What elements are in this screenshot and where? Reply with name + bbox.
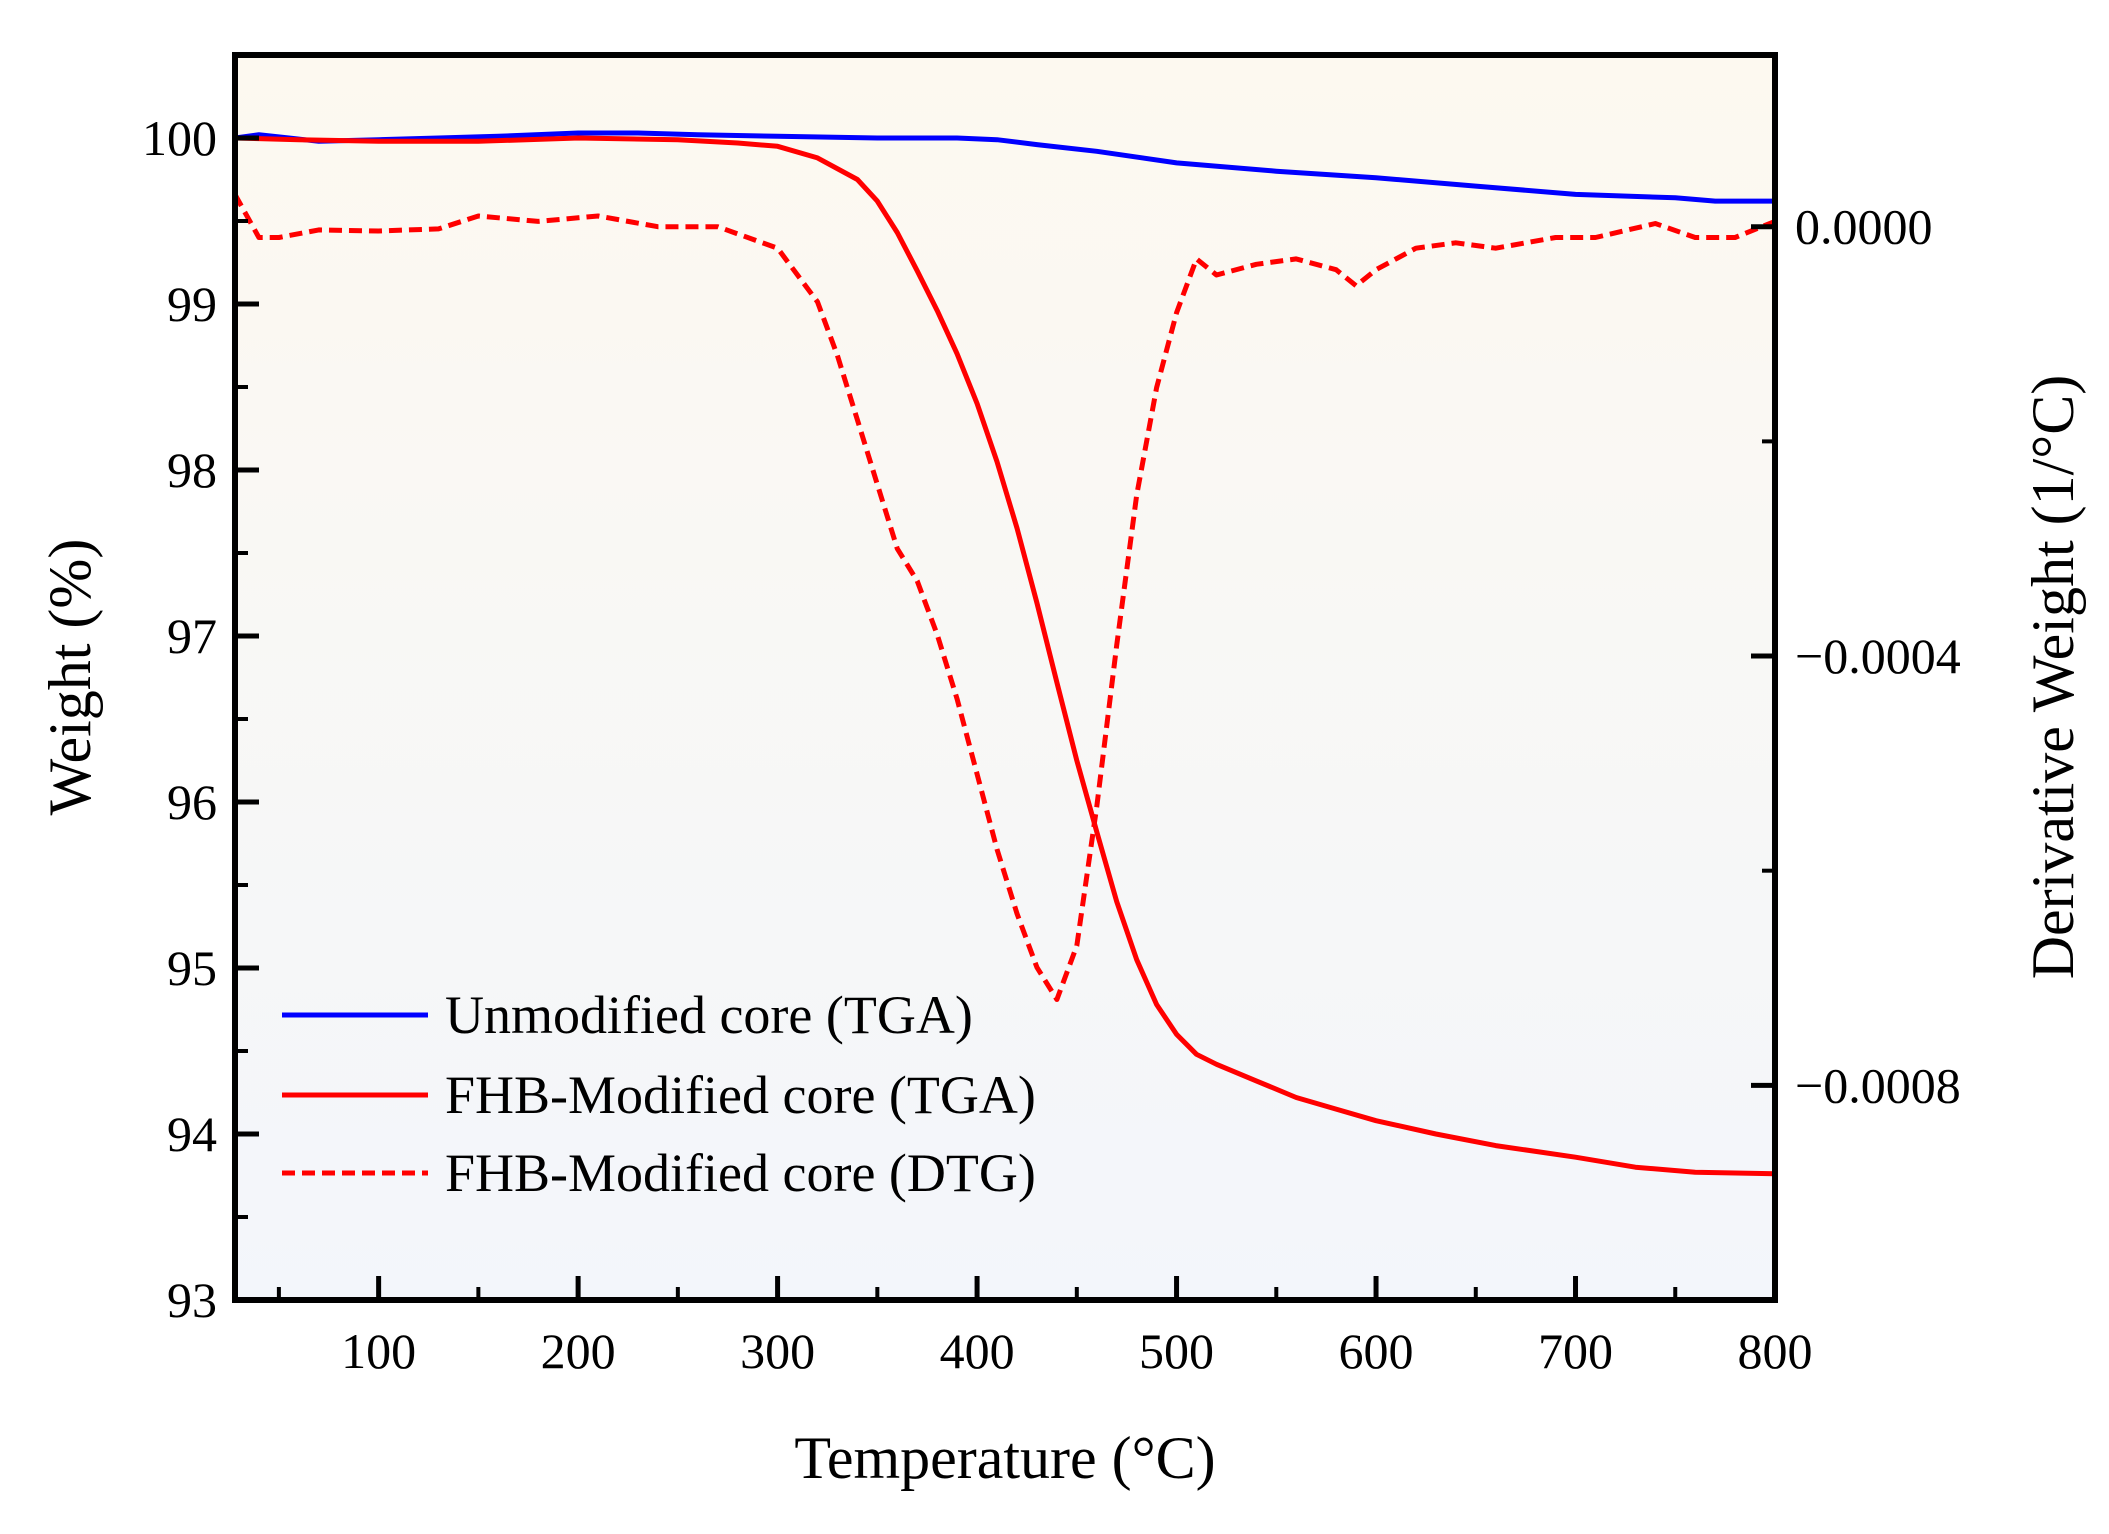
x-tick-label: 400 <box>940 1323 1015 1379</box>
series-line-2 <box>235 135 1775 1177</box>
y-tick-label: 98 <box>167 442 217 498</box>
y-tick-label: 99 <box>167 276 217 332</box>
x-axis-title: Temperature (°C) <box>794 1425 1215 1491</box>
legend-label-1: Unmodified core (TGA) <box>445 985 973 1045</box>
y-tick-labels: 93 94 95 96 97 98 99 100 <box>142 110 217 1328</box>
y2-axis-title: Derivative Weight (1/°C) <box>2020 375 2086 980</box>
legend-label-3: FHB-Modified core (DTG) <box>445 1143 1036 1203</box>
x-tick-label: 500 <box>1139 1323 1214 1379</box>
plot-frame <box>232 52 1778 1303</box>
y-tick-label: 97 <box>167 608 217 664</box>
plot-background <box>235 55 1775 1300</box>
x-tick-label: 800 <box>1738 1323 1813 1379</box>
y2-tick-label: −0.0004 <box>1795 628 1961 684</box>
series-layer <box>235 130 1775 1177</box>
x-tick-labels: 100 200 300 400 500 600 700 800 <box>341 1323 1812 1379</box>
y-tick-label: 100 <box>142 110 217 166</box>
legend: Unmodified core (TGA) FHB-Modified core (… <box>282 985 1036 1203</box>
legend-label-2: FHB-Modified core (TGA) <box>445 1065 1036 1125</box>
y-tick-label: 93 <box>167 1272 217 1328</box>
series-line-3 <box>235 193 1775 1002</box>
y-tick-label: 96 <box>167 774 217 830</box>
y2-tick-labels: 0.0000 −0.0004 −0.0008 <box>1795 199 1961 1114</box>
y-tick-label: 94 <box>167 1106 217 1162</box>
x-tick-label: 200 <box>541 1323 616 1379</box>
x-tick-label: 600 <box>1339 1323 1414 1379</box>
x-tick-label: 700 <box>1538 1323 1613 1379</box>
y-axis-title: Weight (%) <box>37 539 103 816</box>
y-tick-label: 95 <box>167 940 217 996</box>
y2-tick-label: −0.0008 <box>1795 1057 1961 1113</box>
y2-tick-label: 0.0000 <box>1795 199 1933 255</box>
x-tick-label: 300 <box>740 1323 815 1379</box>
x-tick-label: 100 <box>341 1323 416 1379</box>
